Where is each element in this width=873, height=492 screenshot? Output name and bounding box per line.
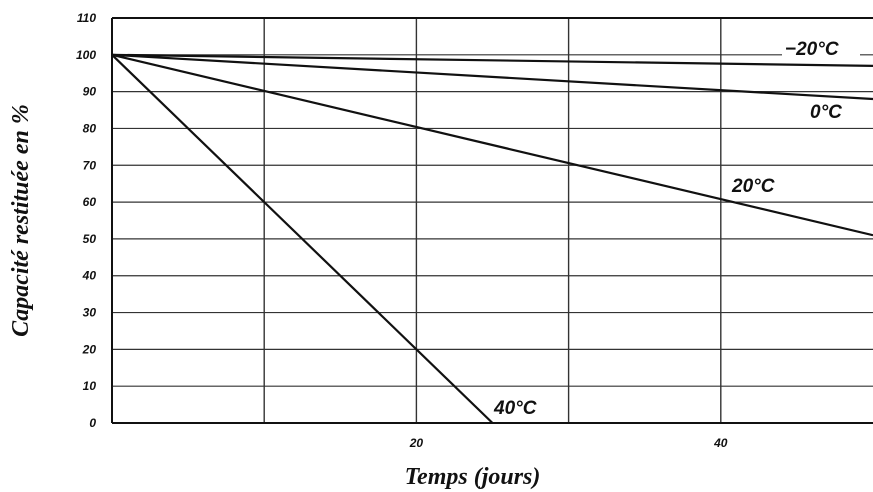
- series-label: 0°C: [810, 102, 842, 123]
- series-label: 20°C: [731, 176, 775, 197]
- y-tick-label: 100: [76, 48, 96, 62]
- series-line: [111, 54, 494, 424]
- y-tick-label: 110: [77, 11, 96, 25]
- series-labels: −20°C 0°C 20°C 40°C: [493, 38, 860, 419]
- series-line: [111, 53, 873, 67]
- series-lines: [111, 53, 873, 424]
- x-axis-title: Temps (jours): [405, 464, 541, 490]
- y-tick-label: 20: [82, 342, 97, 356]
- y-axis-title: Capacité restituée en %: [8, 104, 34, 337]
- y-tick-label: 40: [82, 269, 97, 283]
- series-label: −20°C: [785, 39, 839, 60]
- series-label: 40°C: [493, 398, 537, 419]
- x-gridlines: [263, 18, 722, 423]
- y-tick-label: 70: [83, 158, 97, 172]
- y-tick-labels: 0 10 20 30 40 50 60 70 80 90 100 110: [76, 11, 96, 430]
- y-tick-label: 0: [89, 416, 96, 430]
- x-tick-labels: 20 40: [409, 436, 728, 450]
- y-tick-label: 80: [83, 121, 97, 135]
- series-line: [111, 53, 873, 101]
- y-tick-label: 10: [83, 379, 97, 393]
- series-label-background: [782, 38, 860, 60]
- x-tick-label: 40: [713, 436, 728, 450]
- y-tick-label: 50: [83, 232, 97, 246]
- series-line: [111, 53, 873, 237]
- y-tick-label: 90: [83, 85, 97, 99]
- y-tick-label: 60: [83, 195, 97, 209]
- y-gridlines: [112, 54, 873, 387]
- y-tick-label: 30: [83, 306, 97, 320]
- x-tick-label: 20: [409, 436, 424, 450]
